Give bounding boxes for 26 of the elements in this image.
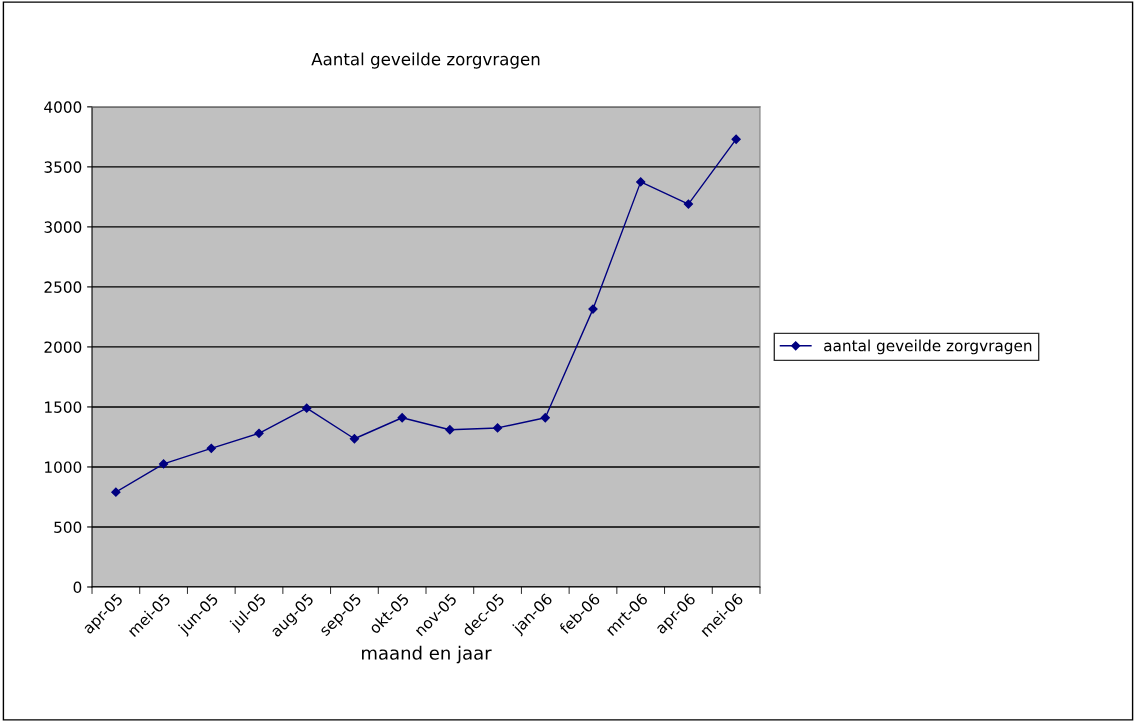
y-tick-label: 1000 bbox=[45, 461, 82, 473]
point bbox=[445, 425, 455, 435]
point bbox=[492, 423, 503, 433]
point bbox=[111, 487, 121, 497]
point bbox=[397, 413, 407, 423]
point bbox=[683, 199, 694, 209]
point bbox=[540, 413, 550, 423]
y-tick-label: 4000 bbox=[44, 101, 82, 113]
y-tick-label: 500 bbox=[54, 521, 82, 533]
x-axis-title: maand en jaar bbox=[362, 645, 492, 664]
point bbox=[158, 459, 169, 469]
y-tick-label: 0 bbox=[73, 581, 82, 594]
point bbox=[206, 443, 216, 453]
y-tick-label: 3000 bbox=[44, 221, 82, 233]
point bbox=[302, 403, 312, 413]
y-tick-label: 2500 bbox=[44, 281, 82, 293]
point bbox=[731, 134, 741, 144]
y-tick-label: 3500 bbox=[44, 161, 82, 173]
y-tick-label: 2000 bbox=[44, 341, 82, 353]
y-tick-label: 1500 bbox=[45, 401, 82, 413]
point bbox=[588, 304, 598, 314]
point bbox=[254, 428, 264, 438]
legend-label: aantal geveilde zorgvragen bbox=[824, 339, 1032, 355]
point bbox=[349, 434, 360, 444]
point bbox=[636, 177, 646, 187]
chart-title: Aantal geveilde zorgvragen bbox=[311, 52, 540, 69]
